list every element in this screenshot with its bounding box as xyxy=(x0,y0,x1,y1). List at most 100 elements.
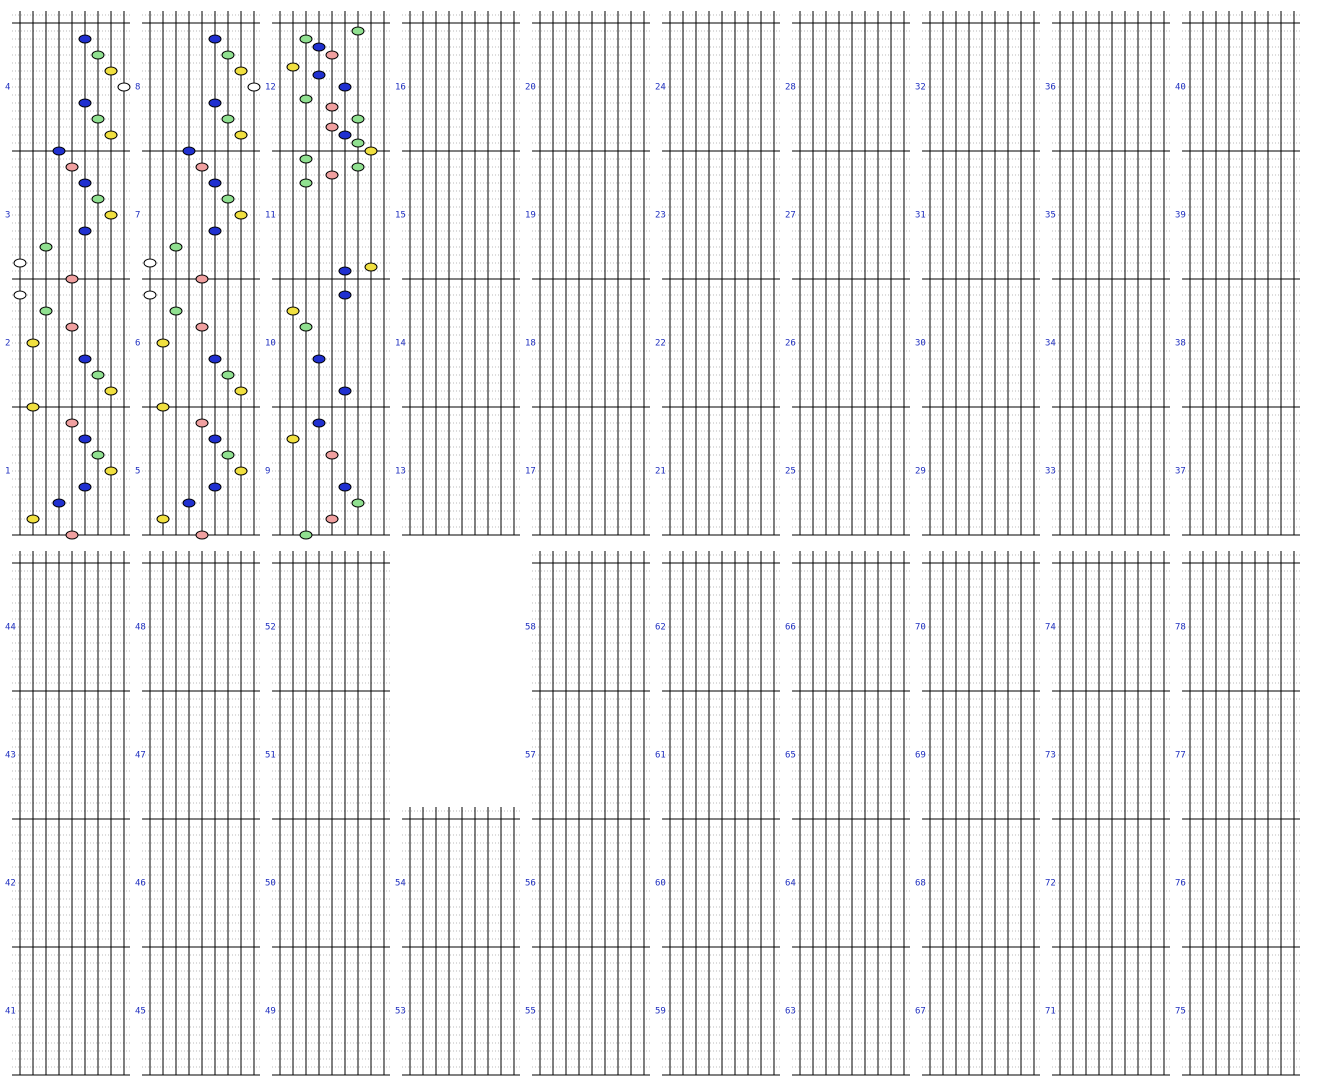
measure-number: 14 xyxy=(395,339,406,349)
measure-number: 76 xyxy=(1175,879,1186,889)
note xyxy=(91,450,105,460)
note xyxy=(65,162,79,172)
note xyxy=(351,26,365,36)
note xyxy=(104,386,118,396)
measure-number: 3 xyxy=(5,211,10,221)
note xyxy=(208,98,222,108)
note xyxy=(299,154,313,164)
note xyxy=(325,50,339,60)
measure-number: 49 xyxy=(265,1007,276,1017)
measure-number: 52 xyxy=(265,623,276,633)
measure-number: 22 xyxy=(655,339,666,349)
note xyxy=(299,94,313,104)
note xyxy=(78,434,92,444)
note xyxy=(338,130,352,140)
measure-number: 38 xyxy=(1175,339,1186,349)
measure-number: 54 xyxy=(395,879,406,889)
note xyxy=(26,402,40,412)
note xyxy=(338,482,352,492)
measure-number: 67 xyxy=(915,1007,926,1017)
measure-number: 58 xyxy=(525,623,536,633)
note xyxy=(338,82,352,92)
measure-number: 75 xyxy=(1175,1007,1186,1017)
measure-number: 55 xyxy=(525,1007,536,1017)
measure-number: 18 xyxy=(525,339,536,349)
note xyxy=(52,146,66,156)
note xyxy=(143,258,157,268)
measure-number: 43 xyxy=(5,751,16,761)
note xyxy=(156,514,170,524)
measure-number: 39 xyxy=(1175,211,1186,221)
note xyxy=(234,466,248,476)
note xyxy=(195,322,209,332)
note xyxy=(325,170,339,180)
measure-number: 66 xyxy=(785,623,796,633)
note xyxy=(208,34,222,44)
note xyxy=(39,306,53,316)
measure-number: 26 xyxy=(785,339,796,349)
measure-number: 31 xyxy=(915,211,926,221)
note xyxy=(234,210,248,220)
measure-number: 56 xyxy=(525,879,536,889)
measure-number: 68 xyxy=(915,879,926,889)
measure-number: 8 xyxy=(135,83,140,93)
measure-number: 73 xyxy=(1045,751,1056,761)
note xyxy=(351,138,365,148)
measure-number: 50 xyxy=(265,879,276,889)
measure-number: 30 xyxy=(915,339,926,349)
note xyxy=(182,146,196,156)
note xyxy=(78,178,92,188)
note xyxy=(104,466,118,476)
note xyxy=(78,354,92,364)
measure-number: 1 xyxy=(5,467,10,477)
measure-number: 63 xyxy=(785,1007,796,1017)
note xyxy=(104,66,118,76)
note xyxy=(338,386,352,396)
measure-number: 45 xyxy=(135,1007,146,1017)
measure-number: 36 xyxy=(1045,83,1056,93)
note xyxy=(351,498,365,508)
note xyxy=(52,498,66,508)
note xyxy=(364,262,378,272)
measure-number: 28 xyxy=(785,83,796,93)
note xyxy=(13,258,27,268)
measure-number: 48 xyxy=(135,623,146,633)
measure-number: 25 xyxy=(785,467,796,477)
measure-number: 65 xyxy=(785,751,796,761)
note xyxy=(78,98,92,108)
measure-number: 78 xyxy=(1175,623,1186,633)
measure-number: 44 xyxy=(5,623,16,633)
measure-number: 62 xyxy=(655,623,666,633)
note xyxy=(156,402,170,412)
note xyxy=(156,338,170,348)
note xyxy=(351,114,365,124)
measure-number: 29 xyxy=(915,467,926,477)
measure-number: 27 xyxy=(785,211,796,221)
note xyxy=(143,290,157,300)
note xyxy=(91,50,105,60)
note xyxy=(299,322,313,332)
note xyxy=(247,82,261,92)
note xyxy=(325,122,339,132)
note xyxy=(65,322,79,332)
note xyxy=(338,290,352,300)
measure-number: 53 xyxy=(395,1007,406,1017)
note xyxy=(195,162,209,172)
measure-number: 12 xyxy=(265,83,276,93)
note xyxy=(221,194,235,204)
note xyxy=(208,434,222,444)
note xyxy=(221,370,235,380)
measure-number: 6 xyxy=(135,339,140,349)
measure-number: 33 xyxy=(1045,467,1056,477)
note xyxy=(312,418,326,428)
measure-number: 21 xyxy=(655,467,666,477)
note xyxy=(39,242,53,252)
measure-number: 64 xyxy=(785,879,796,889)
note xyxy=(195,530,209,540)
note xyxy=(117,82,131,92)
measure-number: 40 xyxy=(1175,83,1186,93)
note xyxy=(182,498,196,508)
measure-number: 72 xyxy=(1045,879,1056,889)
note xyxy=(65,530,79,540)
